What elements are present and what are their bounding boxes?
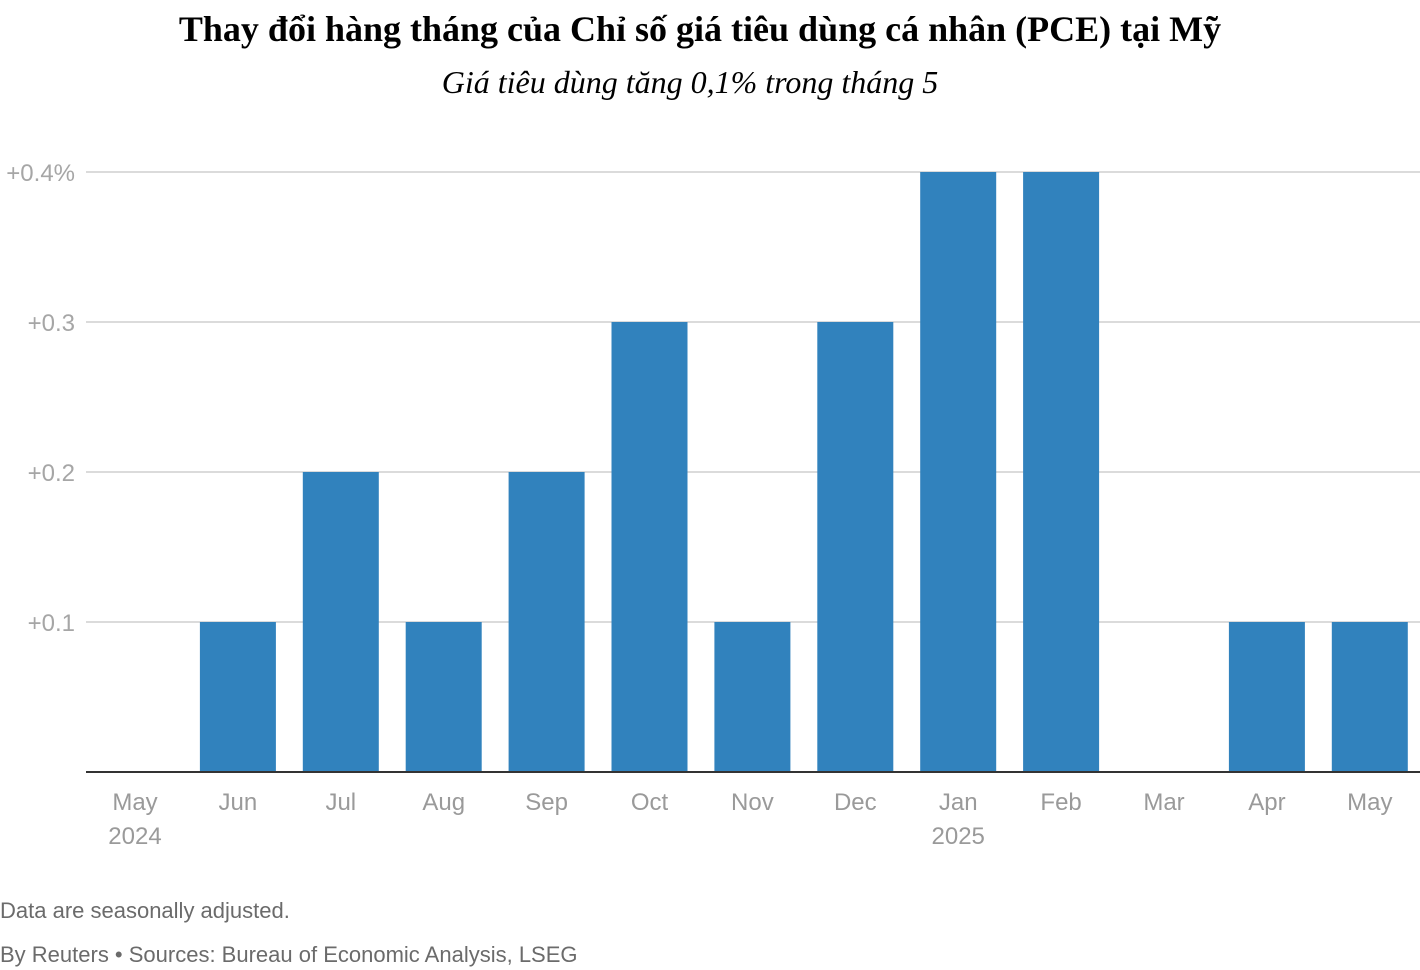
bar-chart: +0.1 +0.2 +0.3 +0.4% May 2024 Jun Jul Aug Sep Oct N… [6, 160, 1420, 850]
bar [714, 622, 791, 772]
gridlines [86, 171, 1420, 623]
bar [920, 172, 997, 772]
x-tick-label: Jun [219, 789, 258, 816]
bar [1228, 622, 1305, 772]
y-tick-label: +0.4% [6, 160, 75, 187]
bar [1331, 622, 1408, 772]
y-tick-label: +0.1 [28, 610, 75, 637]
x-tick-label: Feb [1040, 789, 1081, 816]
x-tick-label: Aug [422, 789, 465, 816]
chart-title: Thay đổi hàng tháng của Chỉ số giá tiêu … [178, 9, 1222, 49]
x-tick-label: Dec [834, 789, 877, 816]
bar [1023, 172, 1100, 772]
chart-subtitle: Giá tiêu dùng tăng 0,1% trong tháng 5 [441, 64, 939, 100]
x-tick-label: Apr [1248, 789, 1285, 816]
labels: +0.1 +0.2 +0.3 +0.4% May 2024 Jun Jul Aug Sep Oct N… [6, 160, 1392, 850]
footnote: Data are seasonally adjusted. [0, 898, 290, 923]
bar [508, 472, 585, 772]
x-tick-label: May [112, 789, 157, 816]
x-tick-label: Nov [731, 789, 774, 816]
x-tick-year-label: 2024 [108, 823, 161, 850]
bar [302, 472, 379, 772]
bar [611, 322, 688, 772]
x-tick-year-label: 2025 [932, 823, 985, 850]
bar [817, 322, 894, 772]
bar [199, 622, 276, 772]
x-tick-label: Sep [525, 789, 568, 816]
source-credit: By Reuters • Sources: Bureau of Economic… [0, 942, 578, 967]
bars [199, 172, 1408, 772]
x-tick-label: May [1347, 789, 1392, 816]
x-tick-label: Jul [325, 789, 356, 816]
y-tick-label: +0.2 [28, 460, 75, 487]
x-tick-label: Jan [939, 789, 978, 816]
bar [405, 622, 482, 772]
y-tick-label: +0.3 [28, 310, 75, 337]
x-tick-label: Oct [631, 789, 669, 816]
x-tick-label: Mar [1143, 789, 1184, 816]
